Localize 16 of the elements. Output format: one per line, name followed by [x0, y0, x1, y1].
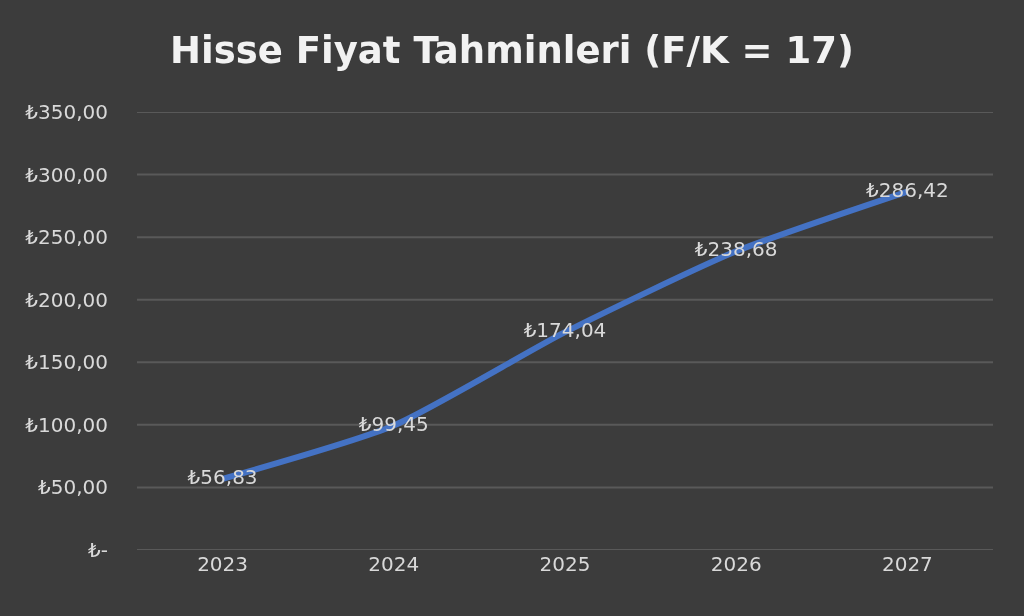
y-tick-label: ₺200,00: [25, 287, 108, 312]
x-tick-label: 2027: [881, 552, 933, 576]
y-tick-label: ₺-: [88, 538, 108, 562]
y-tick-label: ₺100,00: [25, 412, 108, 437]
y-tick-label: ₺300,00: [25, 162, 108, 187]
chart-title: Hisse Fiyat Tahminleri (F/K = 17): [170, 28, 854, 72]
data-label: ₺286,42: [866, 177, 949, 202]
y-tick-label: ₺150,00: [25, 350, 108, 375]
y-tick-label: ₺350,00: [25, 100, 108, 124]
y-tick-label: ₺50,00: [38, 475, 108, 500]
x-tick-label: 2025: [539, 552, 591, 576]
data-label: ₺56,83: [187, 464, 258, 489]
x-tick-label: 2024: [368, 552, 420, 576]
x-tick-label: 2023: [197, 552, 249, 576]
x-tick-label: 2026: [710, 552, 762, 576]
y-tick-label: ₺250,00: [25, 225, 108, 250]
